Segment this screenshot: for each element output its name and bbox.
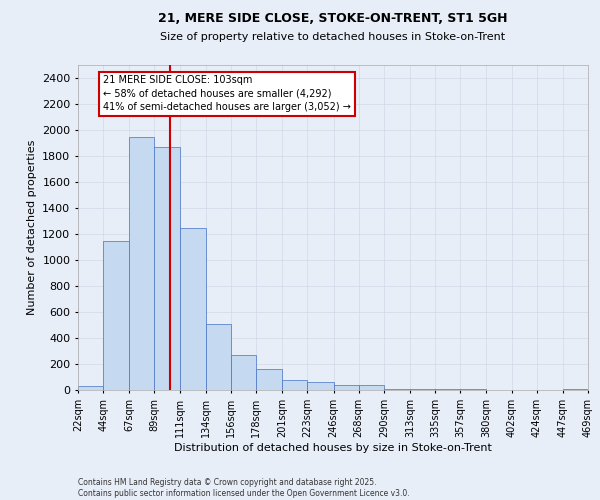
Bar bbox=[206, 324, 231, 390]
Y-axis label: Number of detached properties: Number of detached properties bbox=[26, 140, 37, 315]
Bar bbox=[359, 385, 384, 390]
Bar bbox=[103, 240, 130, 390]
Bar bbox=[179, 228, 206, 390]
Text: Size of property relative to detached houses in Stoke-on-Trent: Size of property relative to detached ho… bbox=[160, 32, 506, 42]
Bar bbox=[154, 147, 179, 390]
Bar bbox=[130, 136, 154, 390]
Bar bbox=[334, 385, 359, 390]
X-axis label: Distribution of detached houses by size in Stoke-on-Trent: Distribution of detached houses by size … bbox=[174, 442, 492, 452]
Text: Contains HM Land Registry data © Crown copyright and database right 2025.
Contai: Contains HM Land Registry data © Crown c… bbox=[78, 478, 410, 498]
Text: 21 MERE SIDE CLOSE: 103sqm
← 58% of detached houses are smaller (4,292)
41% of s: 21 MERE SIDE CLOSE: 103sqm ← 58% of deta… bbox=[103, 76, 351, 112]
Bar bbox=[307, 382, 334, 390]
Text: 21, MERE SIDE CLOSE, STOKE-ON-TRENT, ST1 5GH: 21, MERE SIDE CLOSE, STOKE-ON-TRENT, ST1… bbox=[158, 12, 508, 26]
Bar bbox=[78, 386, 103, 390]
Bar bbox=[256, 369, 282, 390]
Bar bbox=[384, 388, 410, 390]
Bar bbox=[231, 355, 256, 390]
Bar bbox=[410, 388, 435, 390]
Bar bbox=[282, 380, 307, 390]
